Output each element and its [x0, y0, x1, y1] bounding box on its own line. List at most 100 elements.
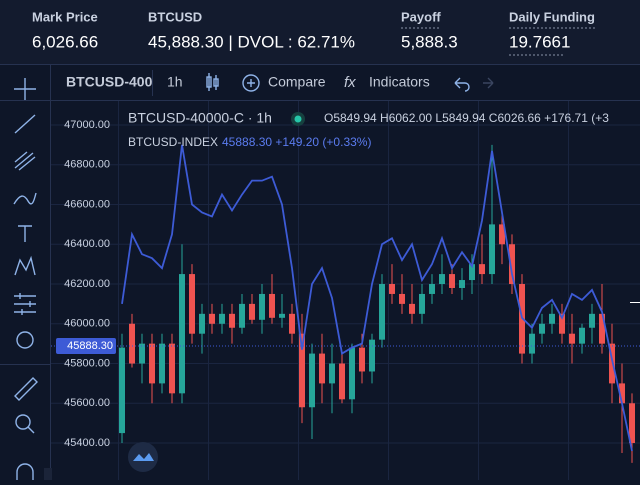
candle-body [339, 363, 345, 400]
candle-body [189, 274, 195, 334]
candle-body [219, 313, 225, 324]
candle-body [249, 303, 255, 320]
candle-body [399, 293, 405, 304]
magnet-tool[interactable] [16, 463, 34, 480]
header-label: BTCUSD [148, 9, 202, 24]
y-tick-label: 46000.00 [64, 318, 110, 330]
logo-icon [133, 453, 154, 461]
header-label: Daily Funding [509, 9, 595, 24]
ruler-tool[interactable] [14, 377, 38, 401]
candle-body [279, 313, 285, 318]
text-tool[interactable] [18, 225, 32, 242]
candle-body [549, 313, 555, 324]
candle-body [149, 343, 155, 384]
candle-type-icon[interactable] [206, 73, 219, 91]
compare-icon-plus [247, 79, 255, 87]
symbol-selector[interactable]: BTCUSD-400 [66, 74, 153, 90]
candle-body [119, 347, 125, 434]
zoom-tool[interactable] [15, 414, 31, 430]
candle-body [429, 284, 435, 294]
candle-body [159, 343, 165, 384]
candle-body [599, 313, 605, 344]
candle-body [309, 353, 315, 408]
y-tick-label: 47000.00 [64, 119, 110, 131]
candle-body [349, 347, 355, 400]
candle-body [499, 224, 505, 245]
candle-body [569, 333, 575, 344]
candle-body [209, 313, 215, 324]
indicators-button[interactable]: Indicators [369, 74, 430, 90]
candle-body [229, 313, 235, 328]
candle-body [379, 284, 385, 340]
candle-body [529, 333, 535, 354]
y-tick-label: 46600.00 [64, 198, 110, 210]
undo-button[interactable] [454, 77, 470, 92]
header-label: Payoff [401, 9, 441, 24]
candle-body [559, 313, 565, 334]
candle-body [439, 274, 445, 285]
candle-body [579, 327, 585, 344]
plot-area [51, 101, 640, 480]
candle-body [469, 264, 475, 281]
candle-body [489, 224, 495, 275]
logo-button[interactable] [128, 442, 158, 472]
compare-icon[interactable] [242, 74, 260, 92]
candle-body [419, 293, 425, 314]
y-tick-label: 45800.00 [64, 357, 110, 369]
candle-body [139, 343, 145, 364]
legend-ohlc: O5849.94 H6062.00 L5849.94 C6026.66 +176… [324, 111, 609, 125]
candle-body [269, 293, 275, 318]
candle-body [589, 313, 595, 328]
candle-body [289, 313, 295, 334]
drawing-tools [13, 78, 38, 480]
header-value: 6,026.66 [32, 32, 98, 51]
y-tick-label: 46200.00 [64, 278, 110, 290]
legend-index-values: 45888.30 +149.20 (+0.33%) [222, 135, 371, 149]
header-value: 19.7661 [509, 32, 570, 51]
y-tick-label: 46800.00 [64, 159, 110, 171]
pattern-tool[interactable] [14, 255, 36, 276]
measure-tool[interactable] [14, 293, 36, 315]
candle-body [389, 284, 395, 294]
candle-body [619, 383, 625, 404]
collapse-button[interactable] [44, 468, 52, 480]
index-line [121, 144, 633, 452]
y-tick-label: 46400.00 [64, 238, 110, 250]
candle-body [299, 333, 305, 408]
header: Mark Price 6,026.66 BTCUSD 45,888.30 | DVOL… [32, 9, 595, 56]
header-value: 45,888.30 | DVOL : 62.71% [148, 32, 355, 51]
candle-body [319, 353, 325, 384]
candle-body [259, 293, 265, 320]
fib-tool[interactable] [14, 151, 36, 171]
zoom-tool-handle [27, 426, 35, 434]
status-dot-inner [294, 115, 302, 123]
brush-tool[interactable] [13, 192, 37, 205]
candle-body [629, 403, 635, 444]
candle-body [539, 323, 545, 334]
candle-body [199, 313, 205, 334]
header-bar [0, 0, 640, 64]
y-tick-label: 45400.00 [64, 437, 110, 449]
legend-index-name: BTCUSD-INDEX [128, 135, 218, 149]
indicators-icon[interactable]: fx [344, 74, 356, 91]
candle-body [239, 303, 245, 328]
compare-button[interactable]: Compare [268, 74, 326, 90]
candle-body [359, 347, 365, 372]
redo-button[interactable] [483, 77, 494, 89]
candle-body [409, 303, 415, 314]
emoji-tool[interactable] [16, 331, 34, 349]
header-value: 5,888.3 [401, 32, 458, 51]
last-price-box [56, 337, 116, 354]
trendline-tool[interactable] [14, 114, 36, 134]
header-label: Mark Price [32, 9, 98, 24]
interval-button[interactable]: 1h [167, 74, 183, 90]
candle-body [329, 363, 335, 384]
candle-body [369, 339, 375, 372]
last-price-label: 45888.30 [67, 340, 113, 352]
crosshair-tool[interactable] [14, 78, 36, 100]
y-tick-label: 45600.00 [64, 397, 110, 409]
candle-body [449, 274, 455, 288]
legend-instrument: BTCUSD-40000-C · 1h [128, 110, 272, 126]
